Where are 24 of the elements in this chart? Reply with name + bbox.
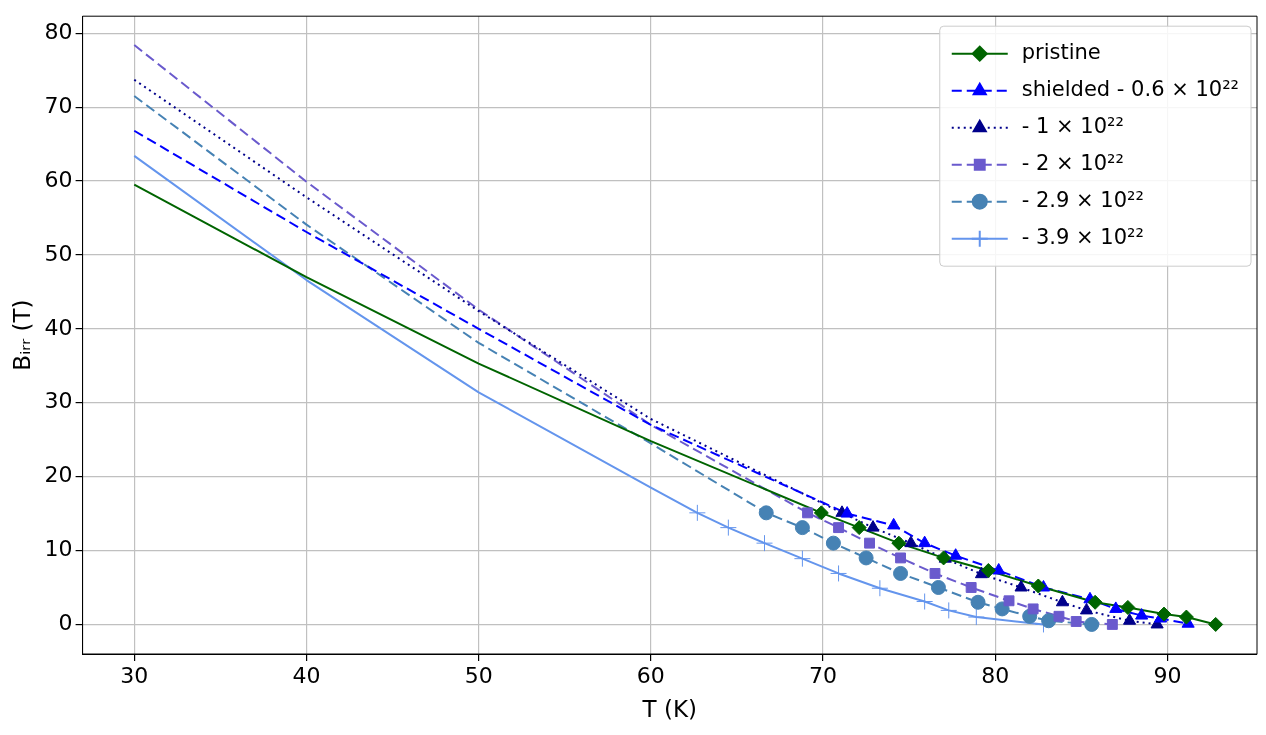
legend-label: shielded - 0.6 × 10²²: [1021, 77, 1239, 102]
x-tick-label: 30: [120, 662, 149, 688]
legend-label: - 2 × 10²²: [1021, 151, 1124, 176]
y-axis-title: Bᵢᵣᵣ (T): [8, 299, 35, 371]
y-tick-label: 20: [44, 462, 73, 488]
y-tick-label: 80: [44, 18, 73, 44]
legend-label: - 1 × 10²²: [1021, 114, 1124, 139]
legend-label: - 3.9 × 10²²: [1021, 225, 1144, 250]
x-tick-label: 40: [292, 662, 321, 688]
y-tick-label: 40: [44, 314, 73, 340]
legend-label: pristine: [1021, 40, 1101, 65]
y-tick-label: 50: [44, 240, 73, 266]
legend-label: - 2.9 × 10²²: [1021, 188, 1144, 213]
y-tick-label: 60: [44, 166, 73, 192]
x-tick-label: 80: [981, 662, 1010, 688]
y-tick-label: 0: [58, 610, 73, 636]
x-tick-label: 60: [636, 662, 665, 688]
y-tick-label: 30: [44, 388, 73, 414]
x-tick-label: 50: [464, 662, 493, 688]
x-tick-label: 70: [809, 662, 838, 688]
x-axis-title: T (K): [641, 696, 697, 723]
y-tick-label: 10: [44, 536, 73, 562]
x-tick-label: 90: [1153, 662, 1182, 688]
y-tick-label: 70: [44, 92, 73, 118]
